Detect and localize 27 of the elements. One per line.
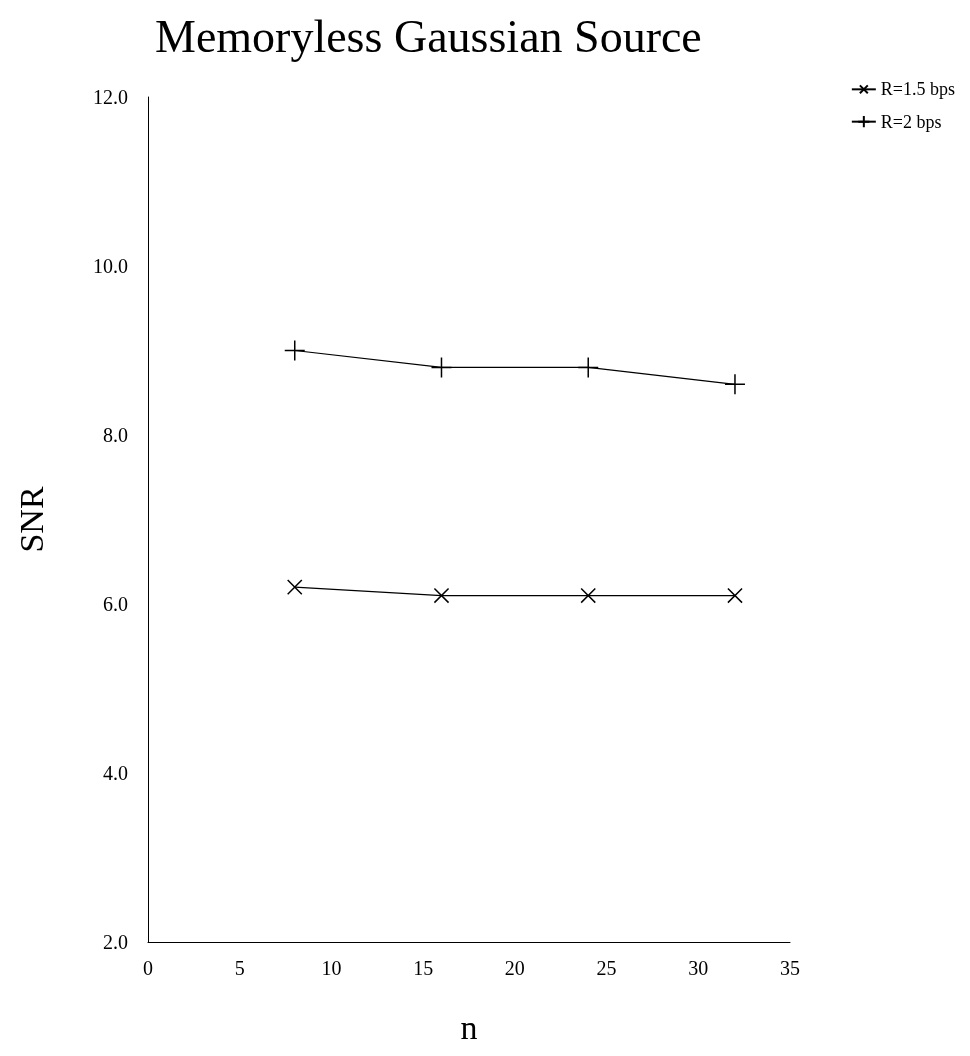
- x-tick-label: 5: [234, 957, 245, 979]
- legend-label: R=1.5 bps: [880, 79, 956, 100]
- chart-title: Memoryless Gaussian Source: [155, 10, 702, 62]
- point: [433, 587, 450, 604]
- point: [286, 579, 303, 595]
- y-tick-label: 8.0: [103, 424, 128, 446]
- x-tick-label: 35: [780, 957, 800, 979]
- x-tick-label: 20: [504, 957, 525, 979]
- point: [724, 373, 746, 396]
- y-tick-label: 10.0: [93, 255, 128, 277]
- x-tick-label: 15: [413, 957, 434, 979]
- x-axis-title: n: [460, 1008, 478, 1046]
- point: [430, 356, 453, 379]
- point: [577, 356, 599, 379]
- point: [727, 587, 743, 604]
- x-tick-label: 0: [143, 957, 153, 979]
- x-tick-label: 25: [596, 957, 617, 979]
- point: [283, 339, 306, 362]
- point: [580, 587, 597, 604]
- y-tick-label: 6.0: [103, 593, 128, 615]
- y-tick-label: 2.0: [103, 931, 128, 953]
- x-tick-label: 10: [321, 957, 342, 979]
- y-axis-title: SNR: [12, 486, 50, 553]
- y-tick-label: 12.0: [93, 86, 128, 108]
- legend-label: R=2 bps: [880, 111, 942, 132]
- x-tick-label: 30: [688, 957, 709, 979]
- y-tick-label: 4.0: [103, 762, 128, 784]
